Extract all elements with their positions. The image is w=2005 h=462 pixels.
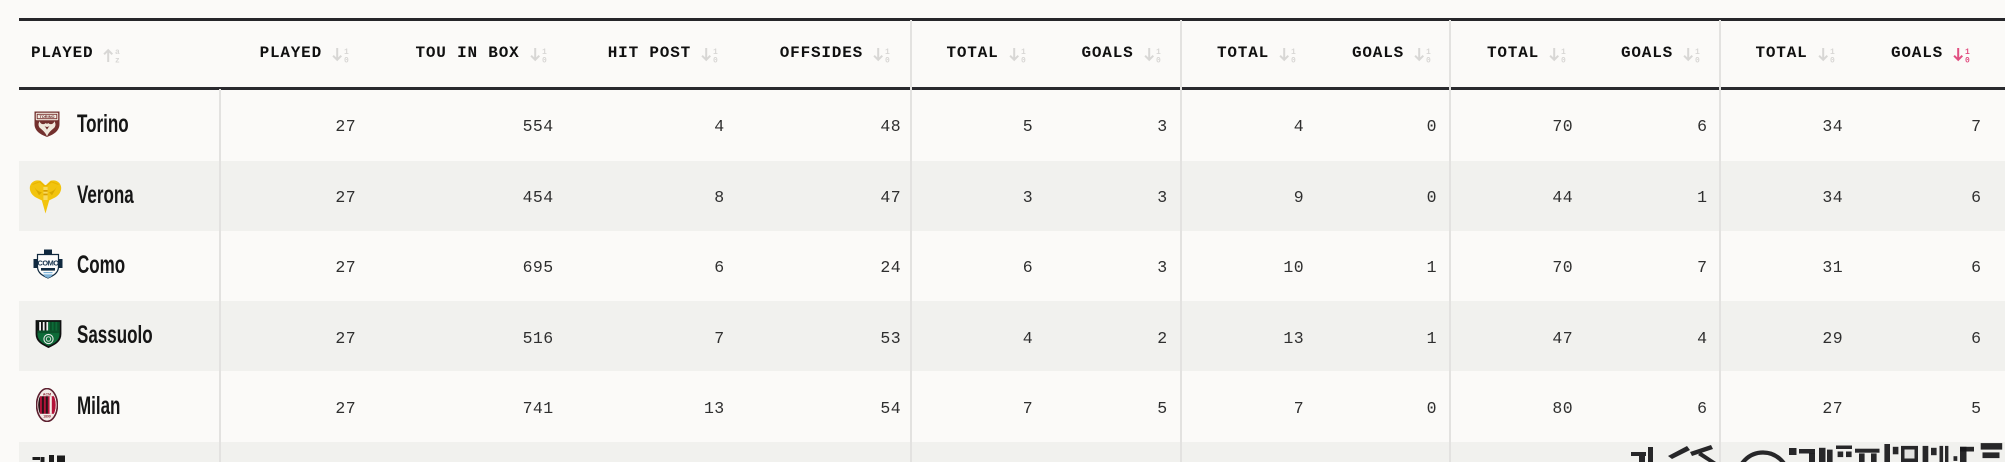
svg-text:0: 0	[1695, 57, 1701, 64]
svg-text:1: 1	[1156, 48, 1162, 57]
svg-text:1: 1	[1965, 48, 1971, 57]
svg-text:z: z	[115, 57, 121, 64]
svg-text:1: 1	[542, 48, 548, 57]
svg-text:ACM: ACM	[43, 392, 51, 396]
svg-text:0: 0	[1426, 57, 1432, 64]
svg-text:1899: 1899	[43, 415, 51, 419]
svg-text:1: 1	[713, 48, 719, 57]
svg-text:1: 1	[1695, 48, 1701, 57]
svg-text:a: a	[115, 48, 121, 57]
svg-text:1: 1	[1830, 48, 1836, 57]
svg-text:0: 0	[1021, 57, 1027, 64]
svg-text:1: 1	[344, 48, 350, 57]
svg-text:0: 0	[344, 57, 350, 64]
svg-text:0: 0	[1965, 57, 1971, 64]
svg-text:COMO: COMO	[38, 259, 60, 268]
svg-text:0: 0	[885, 57, 891, 64]
svg-text:TORINO: TORINO	[39, 114, 54, 119]
svg-text:0: 0	[1156, 57, 1162, 64]
svg-text:1: 1	[1426, 48, 1432, 57]
svg-text:0: 0	[1291, 57, 1297, 64]
svg-text:0: 0	[1830, 57, 1836, 64]
svg-text:1: 1	[1561, 48, 1567, 57]
svg-text:1: 1	[1291, 48, 1297, 57]
svg-text:1: 1	[1021, 48, 1027, 57]
svg-text:1: 1	[885, 48, 891, 57]
svg-text:0: 0	[542, 57, 548, 64]
svg-text:0: 0	[1561, 57, 1567, 64]
svg-text:0: 0	[713, 57, 719, 64]
